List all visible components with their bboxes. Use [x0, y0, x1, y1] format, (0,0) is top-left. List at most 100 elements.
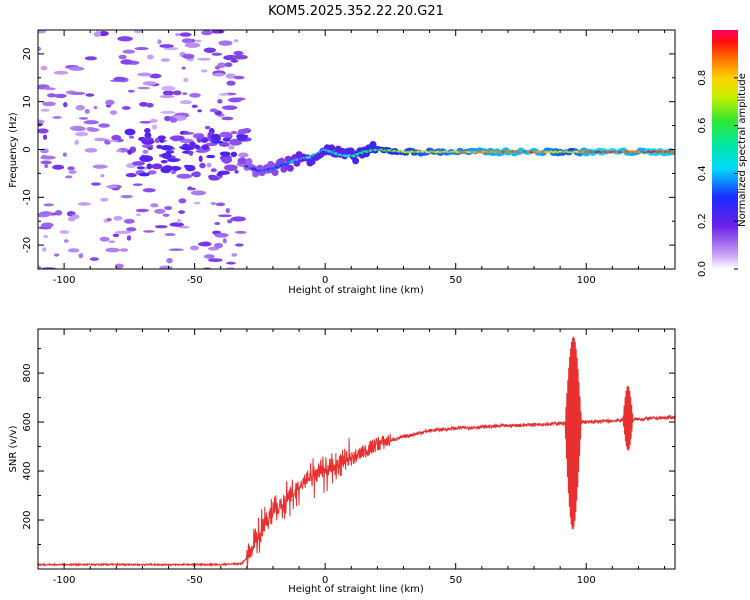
noise-blob: [65, 175, 73, 179]
noise-blob: [40, 155, 56, 160]
noise-blob: [217, 170, 231, 175]
noise-blob: [197, 109, 202, 113]
noise-blob: [67, 166, 75, 171]
noise-blob: [237, 157, 247, 165]
noise-blob: [198, 155, 203, 163]
ridge-halo: [347, 147, 355, 155]
noise-blob: [225, 132, 233, 139]
noise-blob: [59, 230, 70, 234]
noise-blob: [142, 149, 149, 154]
noise-blob: [68, 66, 85, 71]
noise-blob: [100, 174, 105, 178]
noise-blob: [179, 138, 194, 144]
noise-blob: [233, 50, 244, 56]
spectrogram-ylabel: Frequency (Hz): [8, 112, 19, 188]
snr-series-line: [38, 336, 675, 568]
colorbar-tick-label: 0.2: [697, 213, 708, 229]
colorbar-tick-label: 0.6: [697, 118, 708, 134]
ridge-halo: [328, 144, 336, 152]
noise-blob: [218, 93, 229, 96]
noise-blob: [219, 151, 231, 156]
noise-blob: [221, 116, 234, 121]
colorbar-gradient: [712, 30, 738, 269]
noise-blob: [211, 140, 224, 144]
noise-blob: [224, 62, 233, 68]
noise-blob: [185, 164, 196, 172]
noise-blob: [140, 137, 154, 141]
noise-blob: [160, 58, 171, 62]
noise-blob: [164, 233, 176, 237]
noise-blob: [172, 90, 182, 96]
noise-blob: [119, 248, 129, 252]
noise-blob: [131, 161, 145, 166]
noise-blob: [181, 38, 193, 44]
noise-blob: [191, 104, 198, 109]
noise-blob: [77, 202, 91, 206]
noise-blob: [184, 42, 201, 48]
noise-blob: [136, 213, 141, 217]
figure-title: KOM5.2025.352.22.20.G21: [268, 4, 444, 19]
noise-blob: [218, 40, 233, 46]
noise-blob: [190, 190, 206, 196]
noise-blob: [213, 72, 225, 77]
noise-blob: [214, 222, 221, 226]
noise-blob: [53, 253, 60, 257]
spectrogram-marks: [38, 30, 675, 269]
noise-blob: [84, 148, 98, 153]
noise-blob: [74, 139, 79, 145]
noise-blob: [40, 65, 48, 71]
ridge-halo: [245, 157, 253, 165]
noise-blob: [42, 247, 47, 252]
noise-blob: [206, 154, 216, 159]
snr-panel: -100 -50 0 50 100 200 400 600 800 Height of str…: [8, 328, 676, 595]
noise-blob: [109, 110, 117, 115]
noise-blob: [176, 173, 193, 179]
noise-blob: [93, 106, 98, 109]
noise-blob: [62, 152, 67, 157]
noise-blob: [222, 105, 238, 111]
noise-blob: [138, 172, 150, 177]
colorbar-label: Normalized spectral amplitude: [737, 73, 748, 227]
noise-blob: [201, 144, 210, 150]
snr-xlabel: Height of straight line (km): [288, 584, 424, 595]
noise-blob: [234, 230, 247, 234]
noise-blob: [128, 135, 135, 139]
noise-blob: [183, 77, 189, 83]
noise-blob: [210, 201, 217, 206]
noise-blob: [38, 119, 45, 124]
ridge-halo: [369, 140, 377, 148]
noise-blob: [233, 75, 245, 80]
noise-blob: [201, 241, 212, 247]
y-tick-label: 800: [22, 364, 33, 383]
noise-blob: [160, 160, 168, 164]
noise-blob: [169, 117, 178, 123]
noise-blob: [114, 263, 124, 269]
noise-blob: [126, 235, 132, 241]
noise-blob: [85, 93, 95, 97]
noise-blob: [125, 173, 137, 178]
noise-blob: [124, 128, 136, 136]
spectrogram-y-ticks: 20 10 0 -10 -20: [22, 29, 675, 270]
noise-blob: [44, 164, 49, 168]
ridge-halo: [352, 157, 360, 165]
y-tick-label: 20: [22, 48, 33, 61]
noise-blob: [64, 239, 69, 243]
noise-blob: [139, 120, 152, 124]
x-tick-label: 0: [322, 575, 328, 586]
noise-blob: [150, 203, 159, 208]
noise-blob: [89, 257, 99, 261]
noise-blob: [84, 56, 97, 61]
noise-blob: [147, 146, 154, 150]
noise-blob: [151, 163, 163, 170]
noise-blob: [145, 102, 154, 108]
noise-blob: [214, 65, 221, 70]
y-tick-label: -20: [22, 237, 33, 253]
noise-blob: [226, 80, 236, 86]
noise-blob: [99, 236, 110, 242]
noise-blob: [225, 73, 236, 79]
noise-blob: [54, 93, 67, 99]
noise-blob: [167, 158, 180, 163]
noise-blob: [218, 142, 230, 147]
